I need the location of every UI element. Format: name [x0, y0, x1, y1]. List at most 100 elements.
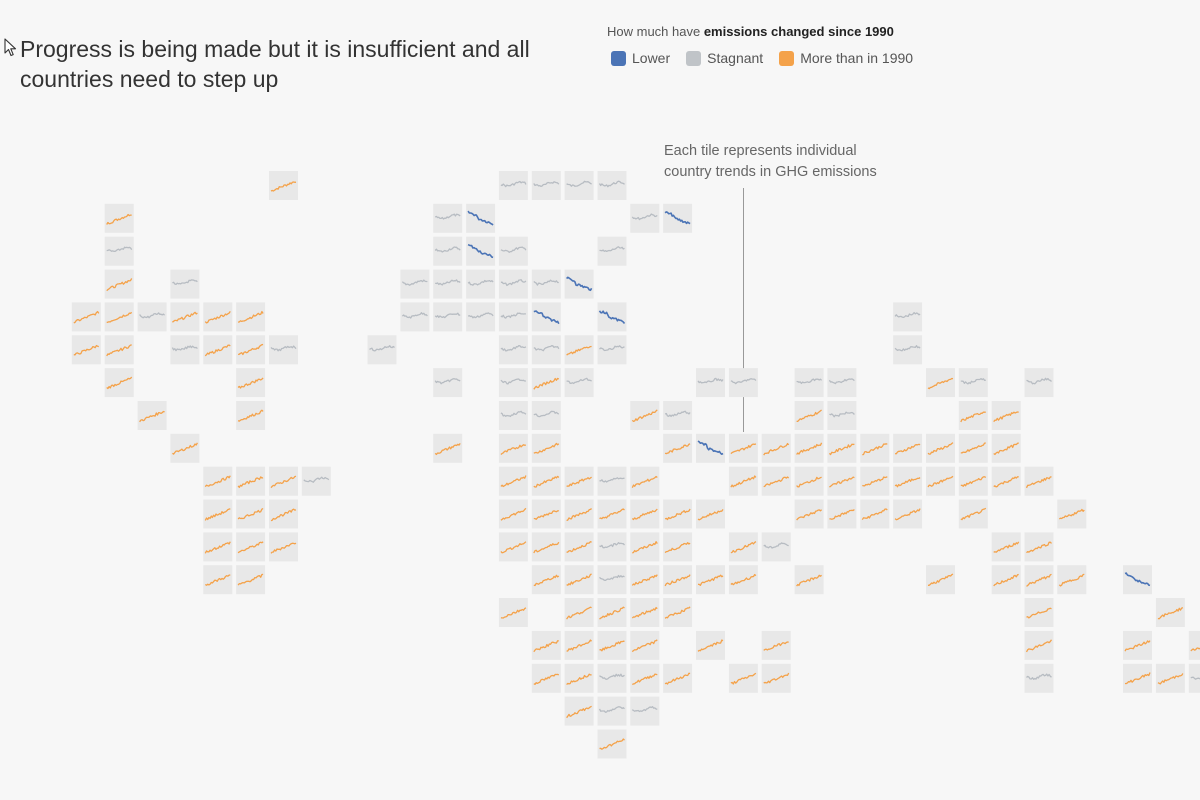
tile-background [794, 466, 824, 496]
emission-trend-line [927, 442, 954, 455]
country-tile [269, 171, 298, 200]
emission-trend-line [401, 312, 428, 319]
country-tile [663, 532, 693, 562]
country-tile [236, 466, 266, 496]
emission-trend-line [927, 475, 954, 488]
country-tile [827, 499, 857, 529]
country-tile [433, 302, 463, 332]
country-tile [597, 565, 627, 595]
country-tile [630, 663, 660, 693]
emission-trend-line [369, 345, 395, 352]
emission-trend-line [664, 508, 691, 521]
legend-swatch-stagnant [686, 50, 702, 66]
country-tile [597, 663, 627, 693]
emission-trend-line [599, 606, 625, 620]
legend-label-more: More than in 1990 [800, 50, 914, 66]
country-tile [1123, 565, 1152, 595]
country-tile [236, 565, 266, 595]
emission-trend-line [1026, 673, 1052, 680]
country-tile [236, 532, 266, 562]
country-tile [1024, 466, 1054, 496]
country-tile [597, 630, 627, 660]
country-tile [663, 565, 693, 595]
country-tile [564, 565, 594, 595]
emission-trend-line [598, 180, 625, 188]
country-tile [564, 368, 594, 398]
country-tile [1024, 532, 1054, 562]
country-tile [564, 466, 594, 496]
emission-trend-line [270, 542, 297, 554]
emission-trend-line [796, 476, 822, 488]
country-tile [564, 171, 594, 200]
tile-background [71, 302, 101, 332]
country-tile [564, 335, 594, 365]
country-tile [170, 302, 200, 332]
tile-background [203, 499, 233, 529]
emission-trend-line [664, 443, 691, 455]
tile-background [597, 532, 627, 562]
tile-background [597, 565, 627, 595]
emission-trend-line [763, 641, 789, 651]
emission-trend-line [1157, 607, 1184, 620]
emission-trend-line [533, 310, 560, 325]
country-tile [104, 368, 134, 398]
emission-trend-line [828, 378, 855, 385]
country-tile [564, 532, 594, 562]
emission-trend-line [960, 476, 987, 487]
country-tile [498, 499, 528, 529]
emission-trend-line [1190, 676, 1200, 680]
tile-background [203, 532, 233, 562]
country-tile [794, 368, 824, 398]
emission-trend-line [598, 706, 625, 713]
emission-trend-line [106, 213, 132, 225]
tile-background [236, 499, 266, 529]
emission-trend-line [435, 279, 461, 286]
country-tile [170, 433, 200, 463]
tile-background [466, 203, 496, 233]
country-tile [203, 499, 233, 529]
country-tile [860, 499, 890, 529]
country-tile [827, 466, 857, 496]
tile-background [991, 433, 1021, 463]
tile-background [761, 433, 791, 463]
country-tile [728, 433, 758, 463]
country-tile [531, 466, 561, 496]
country-tile [827, 401, 857, 430]
emission-trend-line [467, 279, 494, 286]
emission-trend-line [664, 574, 691, 587]
emission-trend-line [730, 541, 757, 554]
tile-background [794, 499, 824, 529]
emission-trend-line [204, 574, 231, 586]
emission-trend-line [500, 475, 527, 488]
emission-trend-line [598, 310, 626, 324]
country-tile [1024, 630, 1054, 660]
country-tile [71, 302, 101, 332]
emission-trend-line [631, 213, 658, 221]
country-tile [104, 302, 134, 332]
tile-background [564, 368, 594, 398]
tile-background [269, 335, 298, 365]
country-tile [728, 565, 758, 595]
emission-trend-line [533, 410, 560, 418]
emission-trend-line [599, 640, 625, 652]
emission-trend-line [599, 508, 625, 520]
emission-trend-line [500, 246, 527, 253]
country-tile [433, 203, 463, 233]
emission-trend-line [106, 246, 133, 253]
country-tile [696, 630, 725, 660]
country-tile [958, 401, 988, 430]
country-tile [696, 368, 725, 398]
country-tile [400, 269, 430, 299]
emission-trend-line [664, 211, 691, 225]
country-tile [498, 236, 528, 266]
country-tile [761, 466, 791, 496]
tile-background [893, 499, 923, 529]
emission-trend-line [763, 476, 790, 488]
country-tile [531, 171, 561, 200]
country-tile [104, 269, 134, 299]
emission-trend-line [796, 378, 823, 385]
country-tile [203, 302, 233, 332]
emission-trend-line [960, 411, 986, 423]
country-tile [893, 466, 923, 496]
emission-trend-line [829, 509, 855, 520]
